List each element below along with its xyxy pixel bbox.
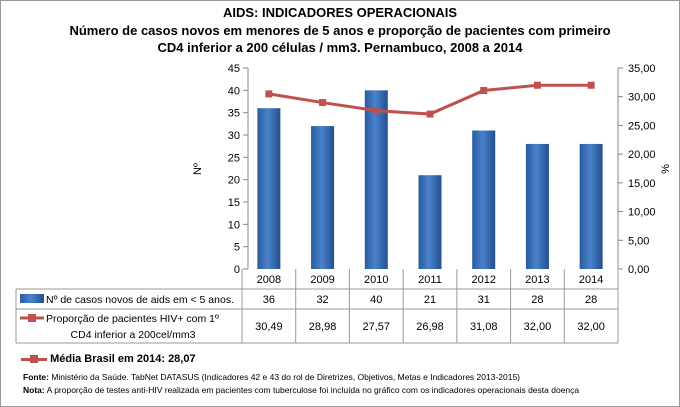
bar-2010 [364, 90, 388, 269]
chart-subtitle-1: Número de casos novos em menores de 5 an… [69, 23, 611, 38]
right-tick-label: 30,00 [628, 92, 656, 104]
right-axis-label: % [660, 164, 672, 174]
source-label: Fonte: [23, 372, 49, 382]
right-tick-label: 5,00 [628, 235, 649, 247]
line-data-label: 26,98 [416, 321, 444, 333]
left-tick-label: 20 [228, 175, 240, 187]
line-legend-label-2: CD4 inferior a 200cel/mm3 [71, 329, 196, 341]
left-tick-label: 15 [228, 197, 240, 209]
line-point-2010 [372, 107, 380, 115]
line-data-label: 31,08 [470, 321, 498, 333]
left-tick-label: 35 [228, 108, 240, 120]
line-data-label: 30,49 [255, 321, 283, 333]
note-text: A proporção de testes anti-HIV realizada… [44, 385, 580, 395]
source-text: Ministério da Saúde. TabNet DATASUS (Ind… [48, 372, 521, 382]
bar-2008 [257, 108, 281, 269]
line-data-label: 27,57 [363, 321, 391, 333]
bar-data-label: 28 [585, 294, 597, 306]
right-tick-label: 20,00 [628, 149, 656, 161]
line-point-2013 [533, 81, 541, 89]
bar-legend-label: Nº de casos novos de aids em < 5 anos. [46, 294, 234, 306]
left-tick-label: 0 [234, 264, 240, 276]
year-label: 2009 [310, 274, 334, 286]
line-marker-icon [21, 354, 47, 364]
line-point-2009 [319, 99, 327, 107]
left-tick-label: 5 [234, 242, 240, 254]
source-note: Fonte: Ministério da Saúde. TabNet DATAS… [23, 372, 520, 382]
line-series [268, 83, 592, 116]
line-legend-label-1: Proporção de pacientes HIV+ com 1º [46, 313, 219, 325]
bar-data-label: 21 [424, 294, 436, 306]
right-tick-label: 35,00 [628, 63, 656, 75]
chart-title: AIDS: INDICADORES OPERACIONAIS [222, 5, 458, 20]
bar-data-label: 40 [370, 294, 382, 306]
bar-data-label: 31 [478, 294, 490, 306]
year-label: 2012 [471, 274, 495, 286]
bar-2012 [472, 130, 496, 269]
left-tick-label: 25 [228, 152, 240, 164]
left-tick-label: 45 [228, 63, 240, 75]
right-tick-label: 10,00 [628, 207, 656, 219]
left-axis-label: Nº [192, 163, 204, 175]
brazil-average-text: Média Brasil em 2014: 28,07 [50, 353, 196, 365]
right-tick-label: 25,00 [628, 120, 656, 132]
bar-data-label: 28 [531, 294, 543, 306]
line-point-2011 [426, 110, 434, 118]
bar-legend-icon [20, 294, 44, 303]
bar-data-label: 32 [316, 294, 328, 306]
bar-2009 [311, 126, 335, 269]
line-data-label: 28,98 [309, 321, 337, 333]
year-label: 2011 [418, 274, 442, 286]
footnote: Nota: A proporção de testes anti-HIV rea… [23, 385, 579, 395]
right-tick-label: 0,00 [628, 264, 649, 276]
bar-2013 [525, 143, 549, 269]
left-tick-label: 40 [228, 85, 240, 97]
bar-2014 [579, 143, 603, 269]
left-tick-label: 10 [228, 219, 240, 231]
year-label: 2010 [364, 274, 388, 286]
line-data-label: 32,00 [524, 321, 552, 333]
year-label: 2008 [257, 274, 281, 286]
year-label: 2014 [579, 274, 603, 286]
right-tick-label: 15,00 [628, 178, 656, 190]
note-label: Nota: [23, 385, 45, 395]
line-point-2014 [587, 81, 595, 89]
line-point-2012 [480, 87, 488, 95]
bar-2011 [418, 175, 442, 269]
year-label: 2013 [525, 274, 549, 286]
line-point-2008 [265, 90, 273, 98]
left-tick-label: 30 [228, 130, 240, 142]
chart-subtitle-2: CD4 inferior a 200 células / mm3. Pernam… [157, 40, 523, 55]
line-legend-marker [28, 314, 36, 322]
line-data-label: 32,00 [577, 321, 605, 333]
bar-data-label: 36 [263, 294, 275, 306]
brazil-average-legend: Média Brasil em 2014: 28,07 [21, 353, 196, 365]
